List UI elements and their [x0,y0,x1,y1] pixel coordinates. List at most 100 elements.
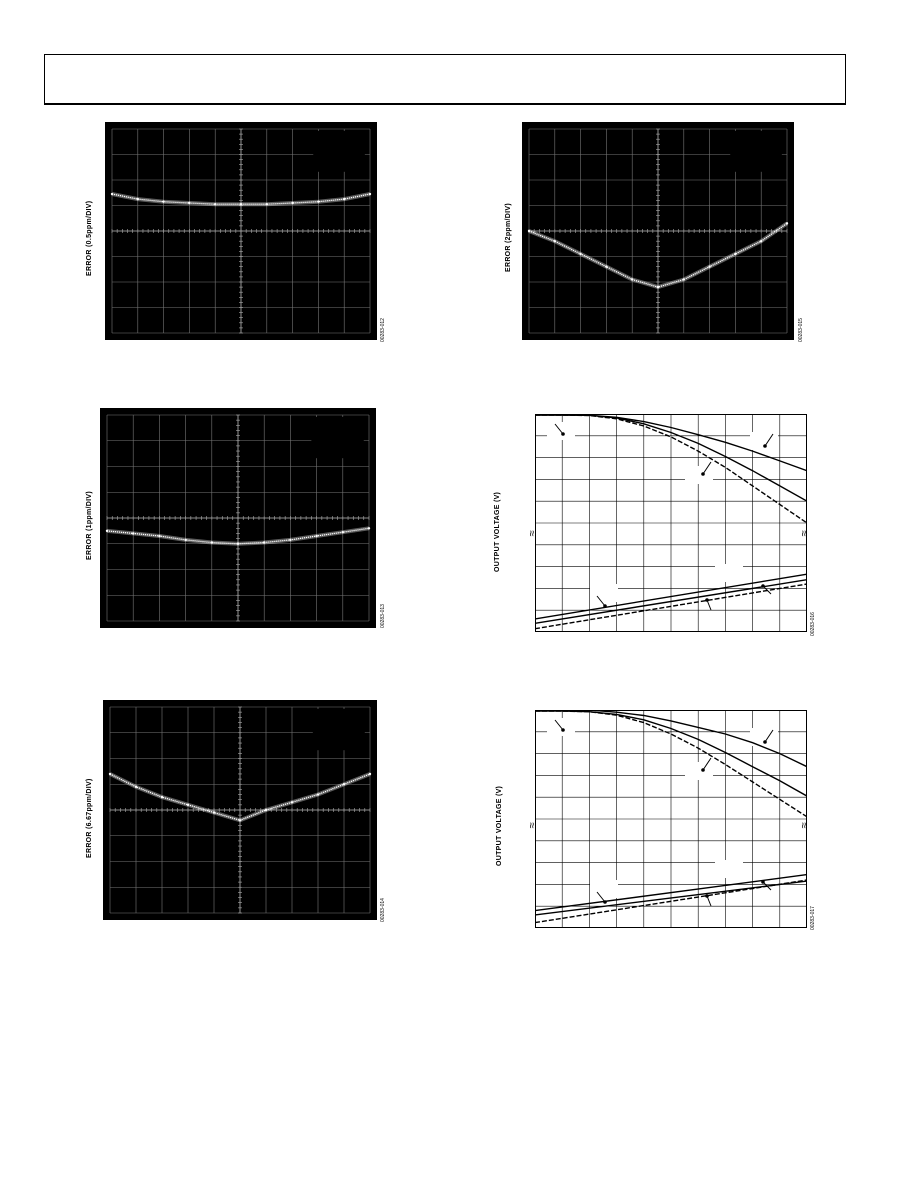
trace-point [212,811,216,814]
annotation-arrow [764,433,774,447]
trace-point [579,252,582,256]
annotation-arrow [596,891,606,903]
readout-mask [312,709,365,751]
annotation-arrowhead [763,444,767,448]
trace-point [184,538,187,542]
series-line [535,710,807,818]
annotation-arrowhead [561,432,565,436]
axis-break-right-1: ≈ [798,530,811,537]
figure-id-3: 00283-013 [380,604,386,628]
trace-point [368,192,372,196]
trace-point [108,772,112,776]
trace-point [317,200,320,203]
label-area [715,860,743,878]
axis-break-right-2: ≈ [798,822,811,829]
annotation-arrowhead [705,598,709,602]
y-axis-label-2: ERROR (2ppm/DIV) [505,203,512,272]
readout-mask [311,417,364,459]
trace-point [134,785,138,789]
trace-point [160,795,164,799]
trace-point [158,534,161,538]
scope-chart-6 [103,700,377,920]
trace-point [553,240,556,243]
voltage-svg-1 [535,414,807,632]
series-line [535,573,807,620]
trace-point [631,278,634,281]
annotation-arrowhead [701,472,705,476]
trace-point [290,801,294,804]
figure-id-6: 00283-014 [380,898,386,922]
trace-point [368,772,372,776]
scope-chart-1 [105,122,377,340]
annotation-arrowhead [763,740,767,744]
trace-point [132,532,135,535]
trace-point [316,793,320,796]
trace-point [236,542,240,545]
trace-point [214,203,217,206]
label-area [590,584,618,602]
y-axis-label-5: OUTPUT VOLTAGE (V) [496,785,503,866]
trace-point [342,783,346,786]
series-line [535,710,807,768]
trace-point [343,197,346,201]
readout-mask [313,131,365,172]
figure-id-4: 00283-016 [810,612,816,636]
scope-svg-2 [527,128,789,334]
trace-point [239,203,243,206]
annotation-arrowhead [603,900,607,904]
scope-chart-2 [522,122,794,340]
annotation-arrowhead [705,894,709,898]
output-voltage-plot-2 [535,710,807,928]
annotation-arrowhead [561,728,565,732]
figure-id-1: 00283-012 [380,318,386,342]
series-line [535,583,807,630]
figure-id-2: 00283-015 [798,318,804,342]
trace-point [136,197,139,201]
series-line [535,879,807,924]
trace-point [289,538,292,542]
scope-chart-3 [100,408,376,628]
label-area [685,466,713,484]
annotation-arrow [702,757,712,771]
axis-break-left-2: ≈ [526,822,539,829]
y-axis-label-6: ERROR (6.67ppm/DIV) [86,778,93,858]
label-area [590,880,618,898]
page-header-frame [44,54,846,105]
trace-point [210,541,213,544]
y-axis-label-1: ERROR (0.5ppm/DIV) [86,200,93,276]
trace-point [760,240,763,243]
annotation-arrow [762,585,772,595]
annotation-arrowhead [761,880,765,884]
trace-point [188,201,191,205]
scope-svg-1 [110,128,372,334]
trace-point [708,265,711,268]
trace-point [315,534,318,538]
trace-point [734,252,737,256]
scope-svg-6 [108,706,372,914]
annotation-arrowhead [603,604,607,608]
trace-point [186,803,190,807]
axis-break-left-1: ≈ [526,530,539,537]
annotation-arrow [702,461,712,475]
trace-point [162,200,165,203]
annotation-arrowhead [761,584,765,588]
scope-svg-3 [105,414,371,622]
trace-point [341,530,344,534]
series-line [535,414,807,524]
trace-point [110,192,114,196]
annotation-arrow [762,881,772,891]
annotation-arrow [554,719,564,731]
trace-point [264,808,268,812]
series-line [535,880,807,916]
annotation-arrow [764,729,774,743]
trace-point [105,529,109,533]
y-axis-label-4: OUTPUT VOLTAGE (V) [494,491,501,572]
voltage-svg-2 [535,710,807,928]
trace-point [605,265,608,268]
annotation-arrow [554,423,564,435]
annotation-arrow [596,595,606,607]
figure-id-5: 00283-017 [810,906,816,930]
readout-mask [730,131,782,172]
trace-point [367,527,371,530]
trace-point [265,203,268,206]
